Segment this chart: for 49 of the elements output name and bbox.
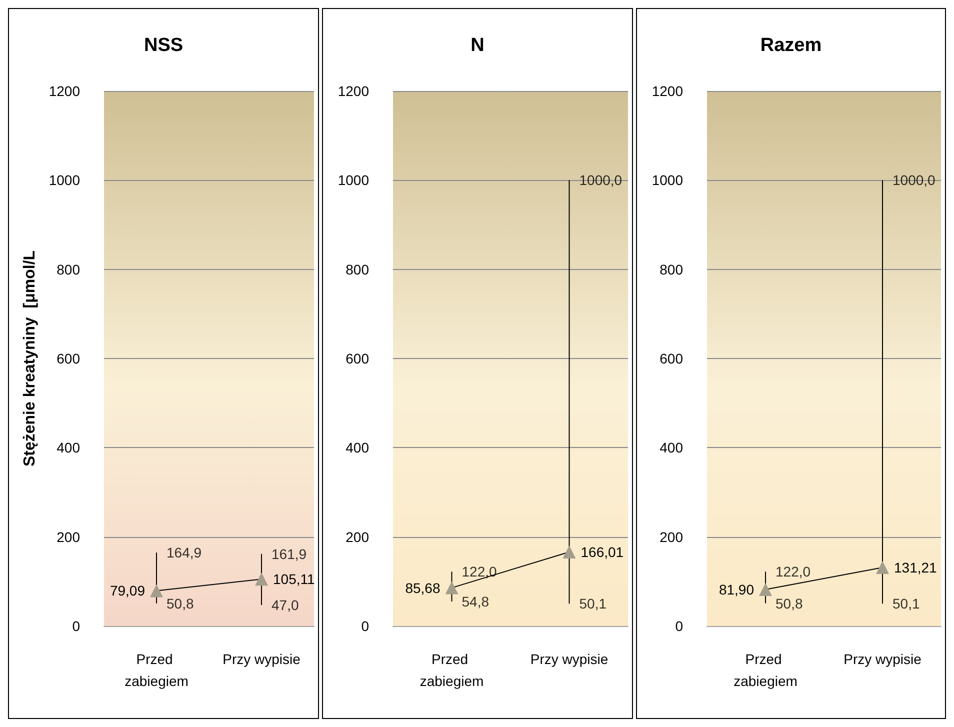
y-tick-label: 1200: [338, 83, 370, 99]
annotation: 1000,0: [579, 172, 622, 188]
x-tick-label: Przy wypisie: [530, 651, 608, 667]
x-tick-label: Przy wypisie: [222, 651, 301, 667]
data-label: 85,68: [405, 580, 440, 596]
y-tick-label: 400: [346, 440, 370, 456]
y-tick-label: 1200: [48, 83, 80, 99]
x-tick-label: Przy wypisie: [844, 651, 922, 667]
y-tick-label: 200: [660, 528, 684, 545]
annotation: 50,1: [892, 596, 920, 612]
data-label: 81,90: [718, 581, 754, 598]
data-label: 131,21: [894, 560, 938, 576]
y-tick-label: 0: [361, 618, 370, 634]
y-tick-label: 0: [72, 618, 80, 634]
annotation: 1000,0: [892, 172, 936, 188]
annotation: 122,0: [776, 564, 811, 580]
y-tick-label: 200: [56, 528, 80, 545]
y-tick-label: 800: [346, 261, 370, 278]
y-tick-label: 0: [675, 618, 684, 634]
data-label: 105,11: [273, 571, 315, 588]
chart-title: N: [470, 35, 484, 56]
y-tick-label: 600: [56, 350, 80, 366]
chart-title: Razem: [760, 35, 822, 56]
y-tick-label: 600: [346, 350, 370, 366]
chart-title: NSS: [144, 35, 184, 56]
annotation: 50,1: [579, 596, 607, 612]
x-tick-label: Przed zabiegiem: [124, 651, 188, 689]
x-tick-label: Przed zabiegiem: [420, 651, 484, 689]
annotation: 164,9: [166, 544, 202, 560]
data-label: 79,09: [110, 582, 146, 599]
annotation: 50,8: [166, 595, 194, 612]
y-tick-label: 600: [660, 350, 684, 366]
annotation: 161,9: [272, 546, 307, 562]
annotation: 122,0: [462, 564, 497, 580]
annotation: 50,8: [776, 595, 803, 612]
y-tick-label: 200: [346, 528, 370, 545]
y-tick-label: 1000: [338, 172, 370, 188]
y-tick-label: 400: [660, 440, 684, 456]
y-axis-title: Stężenie kreatyniny [μmol/L: [21, 250, 38, 467]
y-tick-label: 800: [660, 261, 684, 278]
y-tick-label: 800: [56, 261, 80, 278]
y-tick-label: 1000: [652, 172, 684, 188]
x-tick-label: Przed zabiegiem: [734, 651, 798, 689]
annotation: 54,8: [462, 594, 490, 610]
data-label: 166,01: [580, 544, 624, 560]
annotation: 47,0: [272, 597, 299, 614]
y-tick-label: 400: [56, 440, 80, 456]
y-tick-label: 1000: [48, 172, 80, 188]
y-tick-label: 1200: [652, 83, 684, 99]
